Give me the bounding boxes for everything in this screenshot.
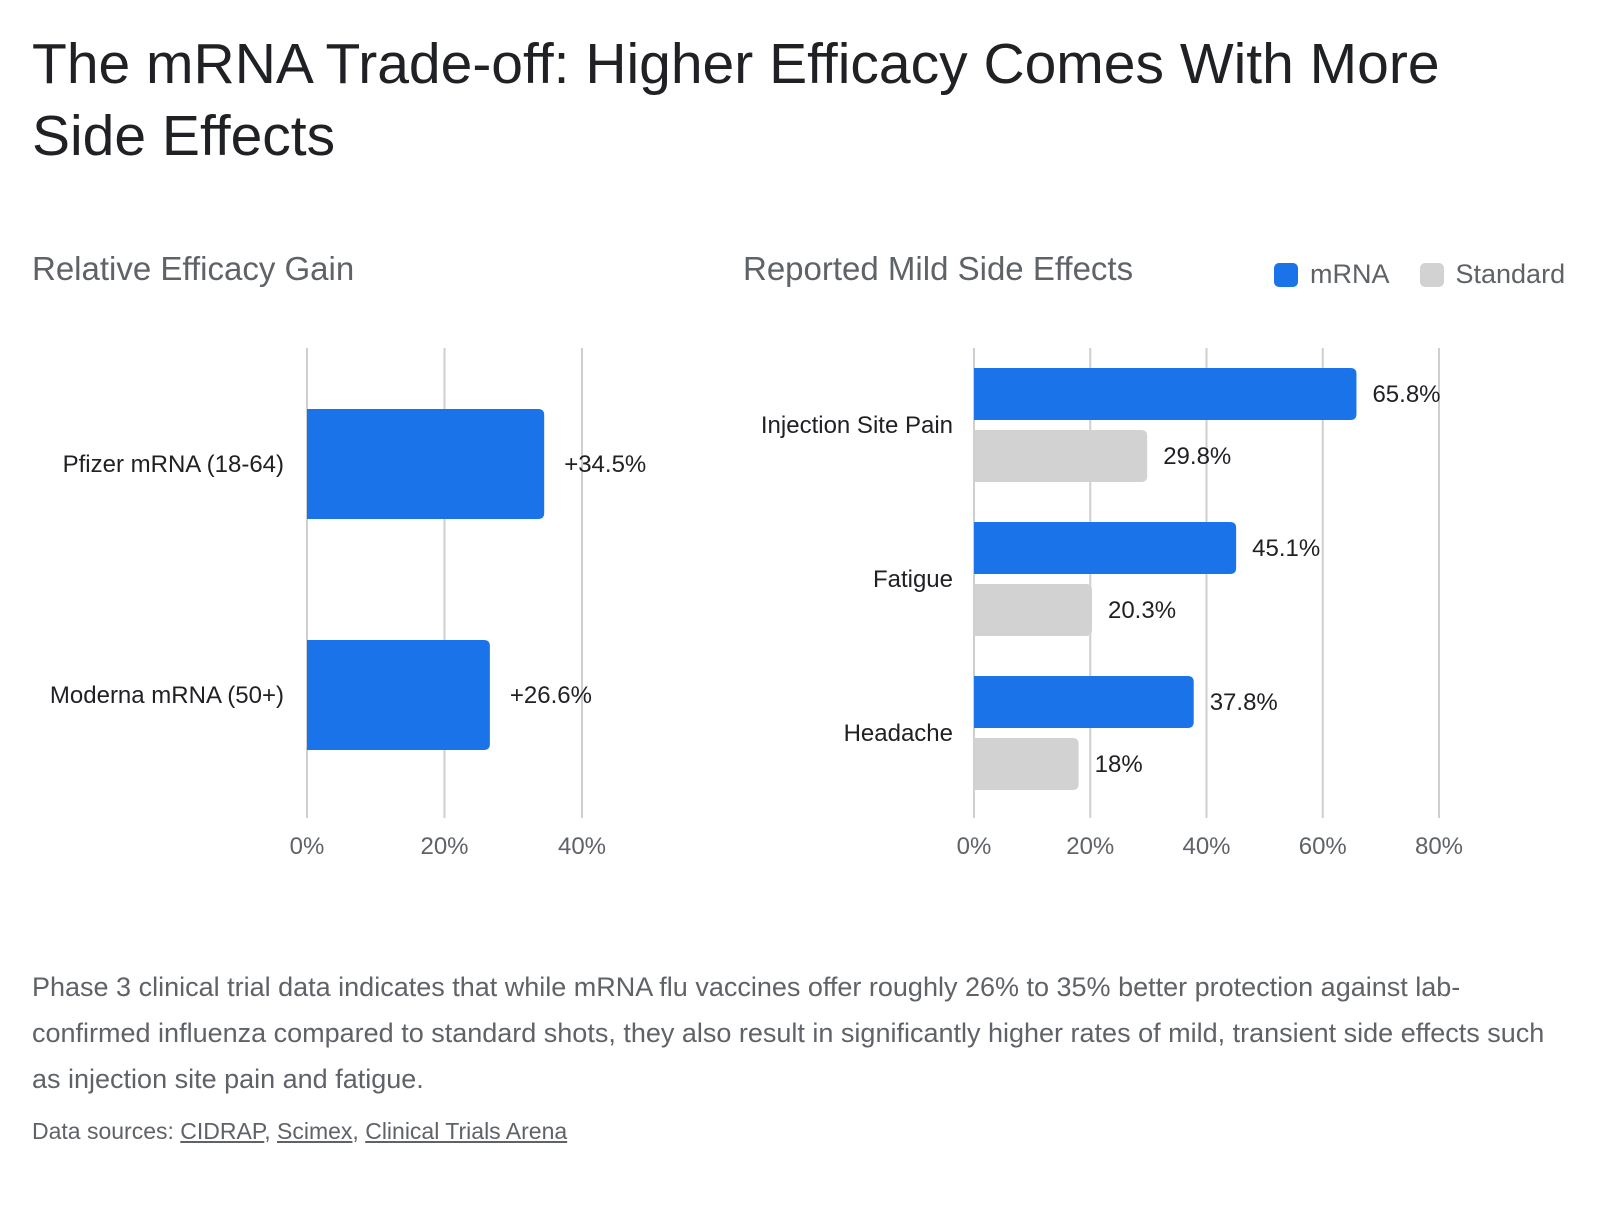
- x-tick-label: 40%: [558, 833, 606, 860]
- legend-swatch-standard: [1419, 262, 1444, 287]
- legend-label-standard: Standard: [1455, 259, 1566, 289]
- x-tick-label: 20%: [1066, 833, 1114, 860]
- standard-bar: [974, 738, 1079, 790]
- sources-separator: ,: [352, 1118, 366, 1144]
- sources-separator: ,: [264, 1118, 278, 1144]
- x-tick-label: 40%: [1182, 833, 1230, 860]
- side-effects-chart-title: Reported Mild Side Effects: [743, 250, 1134, 287]
- page-title: The mRNA Trade-off: Higher Efficacy Come…: [32, 32, 1440, 168]
- efficacy-chart-title: Relative Efficacy Gain: [32, 250, 355, 287]
- y-category-label: Fatigue: [873, 566, 953, 593]
- legend-item-standard: Standard: [1419, 259, 1566, 290]
- legend-item-mrna: mRNA: [1274, 259, 1390, 290]
- y-category-label: Injection Site Pain: [761, 412, 953, 439]
- x-tick-label: 60%: [1299, 833, 1347, 860]
- charts-canvas: 0% 20% 40% Pfizer mRNA (18-64) +34.5% Moderna…: [50, 348, 1463, 860]
- efficacy-bar: [307, 409, 545, 519]
- legend-label-mrna: mRNA: [1310, 259, 1390, 289]
- source-link-clinical-trials-arena[interactable]: Clinical Trials Arena: [365, 1118, 568, 1144]
- data-label: 45.1%: [1252, 535, 1320, 562]
- mrna-bar: [974, 368, 1357, 420]
- data-sources: Data sources: CIDRAP, Scimex, Clinical T…: [32, 1118, 567, 1145]
- x-tick-label: 20%: [420, 833, 468, 860]
- data-label: 65.8%: [1372, 381, 1440, 408]
- x-tick-label: 80%: [1415, 833, 1463, 860]
- x-tick-label: 0%: [290, 833, 325, 860]
- data-label: 29.8%: [1163, 443, 1231, 470]
- data-label: +26.6%: [510, 682, 592, 709]
- y-category-label: Pfizer mRNA (18-64): [63, 451, 284, 478]
- y-category-label: Moderna mRNA (50+): [50, 682, 284, 709]
- mrna-bar: [974, 522, 1237, 574]
- standard-bar: [974, 430, 1148, 482]
- sources-label: Data sources:: [32, 1118, 181, 1144]
- standard-bar: [974, 584, 1092, 636]
- data-label: 20.3%: [1108, 597, 1176, 624]
- source-link-cidrap[interactable]: CIDRAP: [180, 1118, 265, 1144]
- mrna-bar: [974, 676, 1194, 728]
- x-tick-label: 0%: [957, 833, 992, 860]
- y-category-label: Headache: [844, 720, 953, 747]
- data-label: 18%: [1095, 751, 1143, 778]
- data-label: 37.8%: [1210, 689, 1278, 716]
- chart-legend: mRNA Standard: [1274, 259, 1595, 290]
- legend-swatch-mrna: [1274, 262, 1298, 287]
- data-label: +34.5%: [564, 451, 646, 478]
- source-link-scimex[interactable]: Scimex: [277, 1118, 353, 1144]
- chart-description: Phase 3 clinical trial data indicates th…: [32, 972, 1545, 1094]
- efficacy-bar: [307, 640, 490, 750]
